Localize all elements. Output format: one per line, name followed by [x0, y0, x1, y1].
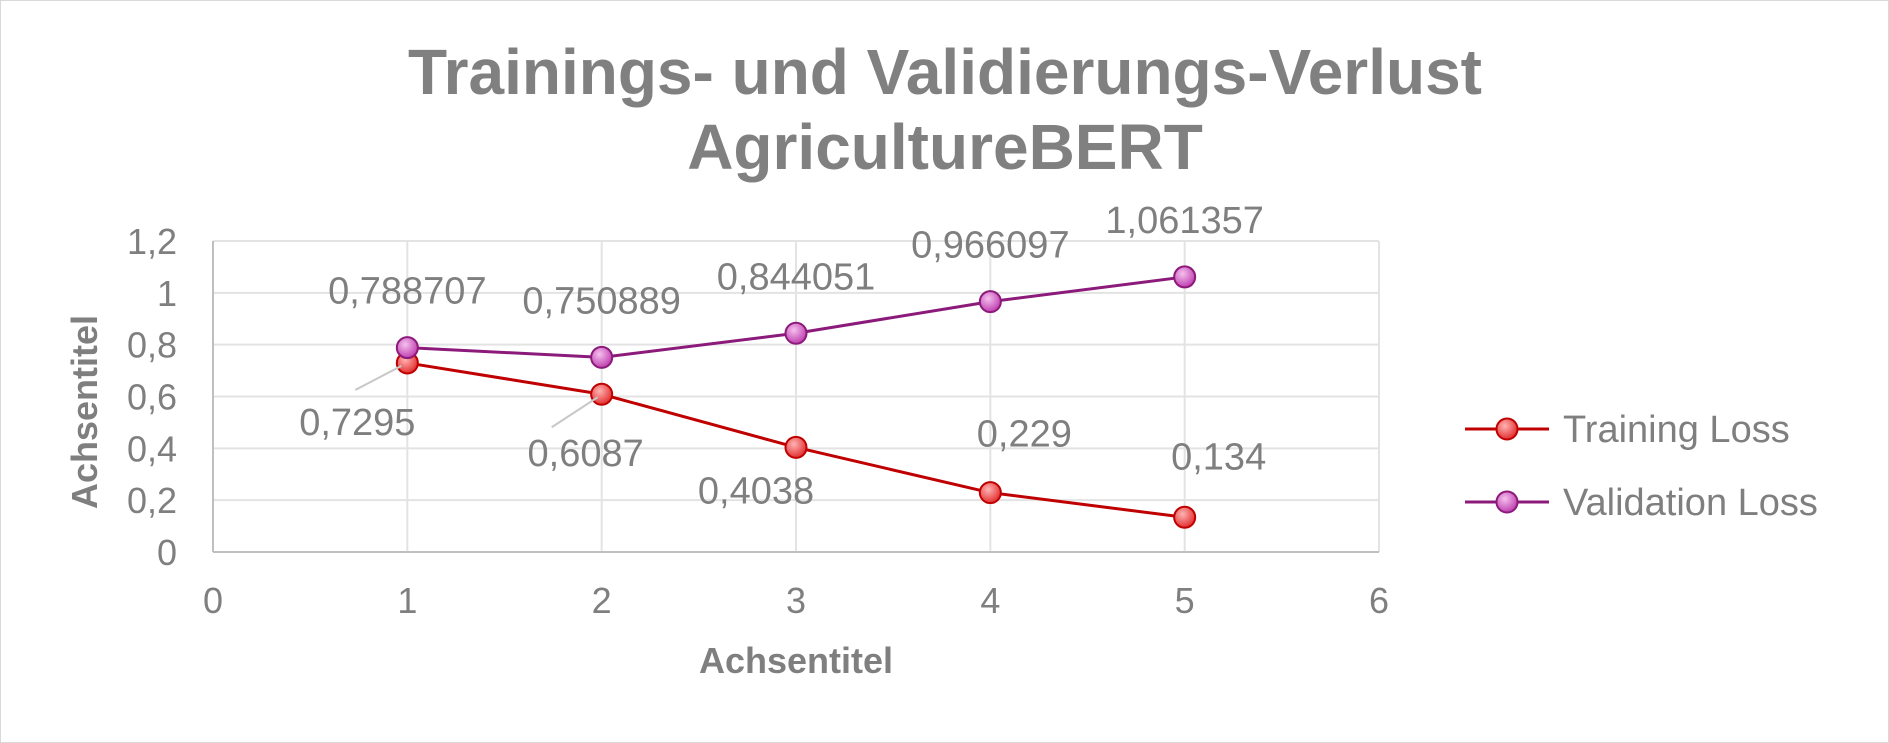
validation-loss-data-label: 0,750889	[522, 280, 681, 322]
y-tick-label: 0,2	[127, 480, 177, 521]
legend-entry-training-loss: Training Loss	[1563, 409, 1790, 451]
validation-loss-point	[1173, 265, 1197, 289]
training-loss-data-label: 0,134	[1171, 436, 1266, 478]
x-tick-label: 5	[1175, 580, 1195, 621]
legend: Training Loss Validation Loss	[1465, 409, 1818, 524]
y-axis-title: Achsentitel	[64, 315, 105, 509]
validation-loss-point	[395, 336, 419, 360]
validation-loss-point	[590, 345, 614, 369]
training-loss-point	[978, 481, 1002, 505]
legend-entry-validation-loss: Validation Loss	[1563, 482, 1818, 524]
x-axis-title: Achsentitel	[699, 640, 893, 681]
x-tick-label: 3	[786, 580, 806, 621]
x-tick-label: 6	[1369, 580, 1389, 621]
y-tick-label: 0,8	[127, 325, 177, 366]
training-loss-point	[1173, 505, 1197, 529]
y-tick-label: 1	[157, 273, 177, 314]
training-loss-point	[784, 435, 808, 459]
data-label-leader-line	[354, 365, 402, 391]
chart-title-line-1: Trainings- und Validierungs-Verlust	[408, 36, 1482, 108]
validation-loss-point	[978, 290, 1002, 314]
y-tick-label: 1,2	[127, 221, 177, 262]
x-tick-label: 2	[592, 580, 612, 621]
validation-loss-data-label: 0,966097	[911, 225, 1070, 267]
y-tick-label: 0,4	[127, 428, 177, 469]
validation-loss-data-label: 1,061357	[1105, 200, 1264, 242]
y-tick-label: 0	[157, 532, 177, 573]
chart-title-line-2: AgricultureBERT	[687, 111, 1203, 183]
x-tick-label: 0	[203, 580, 223, 621]
training-loss-data-label: 0,4038	[698, 470, 814, 512]
legend-marker	[1495, 490, 1519, 514]
validation-loss-point	[784, 321, 808, 345]
training-loss-data-label: 0,7295	[299, 402, 415, 444]
legend-marker	[1495, 417, 1519, 441]
validation-loss-data-label: 0,844051	[717, 256, 876, 298]
training-loss-point	[590, 382, 614, 406]
x-tick-label: 4	[980, 580, 1000, 621]
data-label-leader-line	[551, 396, 599, 429]
y-tick-label: 0,6	[127, 377, 177, 418]
x-tick-label: 1	[397, 580, 417, 621]
training-loss-data-label: 0,6087	[528, 433, 644, 475]
validation-loss-data-label: 0,788707	[328, 271, 487, 313]
training-loss-data-label: 0,229	[977, 414, 1072, 456]
